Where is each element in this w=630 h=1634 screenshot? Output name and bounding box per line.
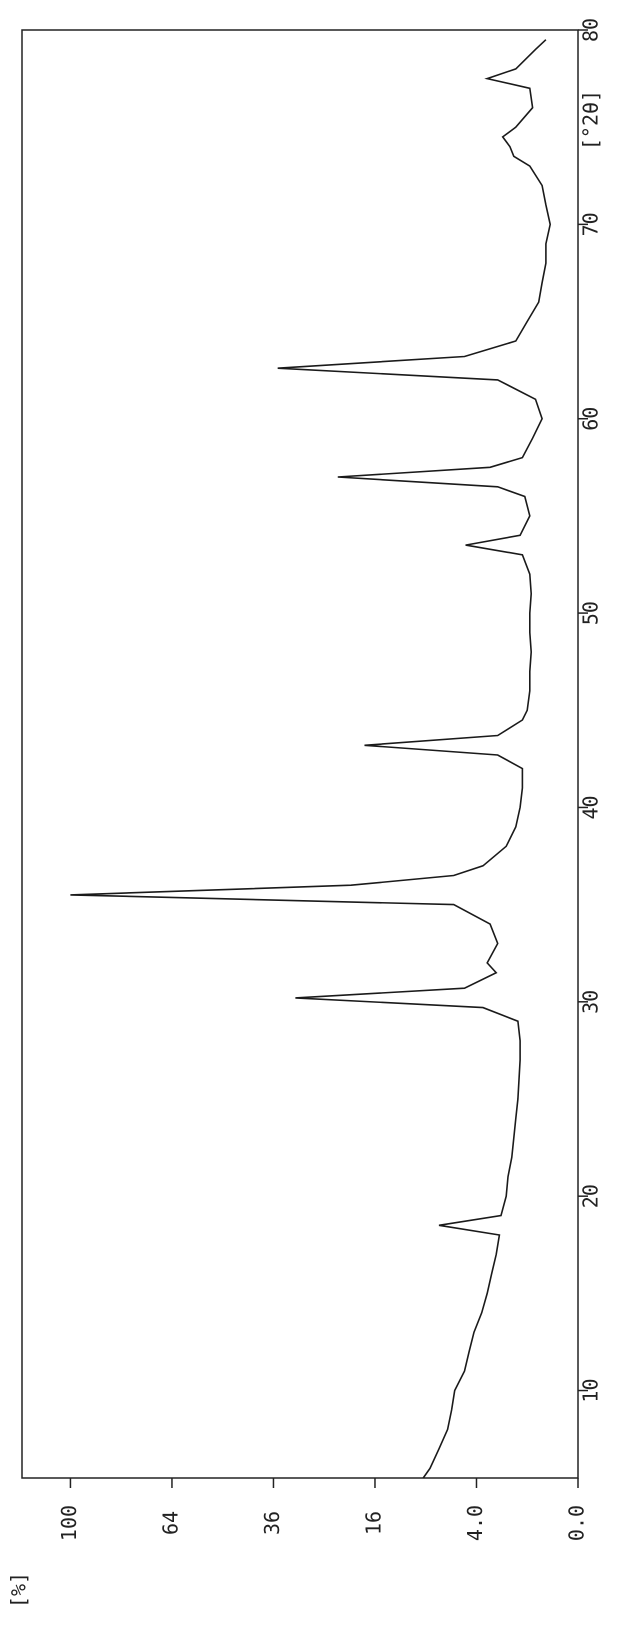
y-tick-label: 36	[260, 1511, 284, 1535]
y-tick-label: 16	[361, 1511, 385, 1535]
x-tick-label: 30	[579, 990, 603, 1014]
x-tick-label: 50	[579, 601, 603, 625]
x-tick-label: 70	[579, 212, 603, 236]
y-tick-label: 4.0	[463, 1505, 487, 1541]
x-tick-label: 10	[579, 1378, 603, 1402]
x-tick-label: 60	[579, 407, 603, 431]
y-tick-label: 100	[57, 1505, 81, 1541]
x-tick-label: 20	[579, 1184, 603, 1208]
y-tick-label: 0.0	[565, 1505, 589, 1541]
data-line	[70, 39, 552, 1479]
y-axis-label: [%]	[7, 1572, 31, 1608]
plot-frame	[21, 29, 579, 1479]
y-tick-label: 64	[158, 1511, 182, 1535]
x-tick-label: 40	[579, 795, 603, 819]
x-tick-label: 80	[579, 18, 603, 42]
x-axis-label: [°2θ]	[579, 90, 603, 150]
